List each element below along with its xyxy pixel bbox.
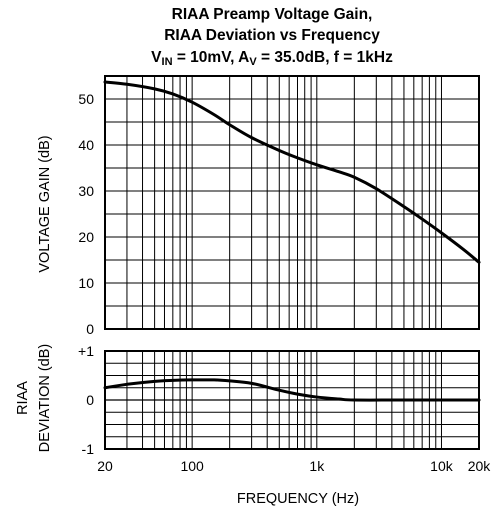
x-tick-label: 20 (97, 458, 113, 474)
series-line-riaa-deviation (103, 378, 481, 402)
grid-layer (105, 76, 479, 449)
title-end: = 35.0dB, f = 1kHz (257, 49, 393, 66)
y-tick-label-voltage-gain: 10 (78, 275, 94, 291)
curve-layer (103, 80, 481, 402)
plot-frame-riaa-deviation (104, 350, 480, 450)
y-axis-label-gain: VOLTAGE GAIN (dB) (37, 135, 53, 272)
y-axis-label-deviation-line-2: DEVIATION (dB) (37, 344, 53, 453)
chart-title-line-2: RIAA Deviation vs Frequency (164, 27, 380, 44)
tick-layer: 0 10 20 30 40 50 -1 0 +1 20 100 1k 10k 20k (78, 91, 491, 474)
title-mid: = 10mV, A (173, 49, 250, 66)
title-v-subscript: IN (162, 56, 173, 68)
y-tick-label-riaa-deviation: +1 (78, 343, 94, 359)
y-tick-label-voltage-gain: 20 (78, 229, 94, 245)
y-tick-label-voltage-gain: 0 (86, 321, 94, 337)
x-tick-label: 1k (309, 458, 325, 474)
x-tick-label: 100 (180, 458, 204, 474)
y-tick-label-riaa-deviation: 0 (86, 392, 94, 408)
x-tick-label: 20k (468, 458, 492, 474)
title-a-subscript: V (249, 56, 257, 68)
title-v: V (151, 49, 162, 66)
plot-frame-voltage-gain (104, 75, 480, 330)
chart-title-line-3: VIN = 10mV, AV = 35.0dB, f = 1kHz (151, 49, 393, 68)
x-axis-label: FREQUENCY (Hz) (237, 491, 359, 507)
y-axis-label-deviation-line-1: RIAA (15, 381, 31, 415)
series-line-voltage-gain (103, 80, 481, 264)
chart-title-line-1: RIAA Preamp Voltage Gain, (172, 6, 373, 23)
y-tick-label-voltage-gain: 40 (78, 137, 94, 153)
y-tick-label-voltage-gain: 50 (78, 91, 94, 107)
frame-layer (104, 75, 480, 450)
x-tick-label: 10k (430, 458, 454, 474)
y-tick-label-voltage-gain: 30 (78, 183, 94, 199)
y-tick-label-riaa-deviation: -1 (82, 441, 95, 457)
